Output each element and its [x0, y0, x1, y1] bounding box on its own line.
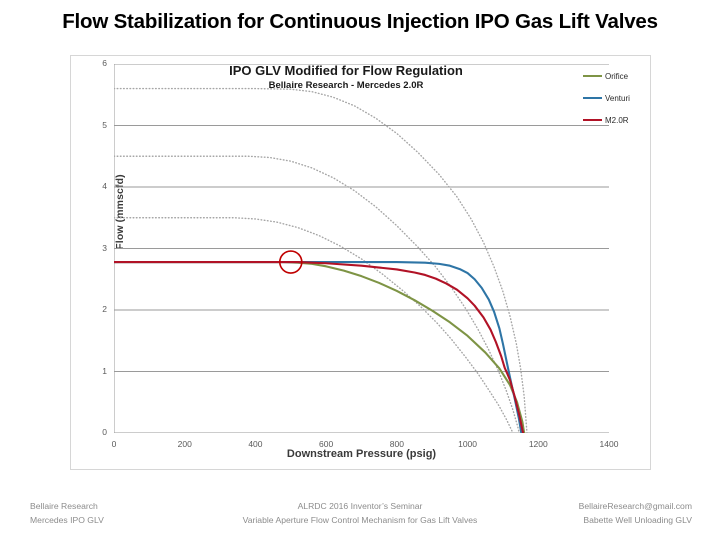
x-tick-label: 800 — [389, 439, 404, 449]
footer-right-line1: BellaireResearch@gmail.com — [578, 501, 692, 511]
footer-right: BellaireResearch@gmail.com Babette Well … — [579, 500, 692, 527]
x-tick-label: 200 — [177, 439, 192, 449]
page-title: Flow Stabilization for Continuous Inject… — [62, 10, 658, 33]
slide-footer: Bellaire Research Mercedes IPO GLV ALRDC… — [0, 498, 720, 538]
x-tick-label: 1000 — [458, 439, 478, 449]
series-line-m2-0r — [114, 260, 525, 433]
series-line-reference-high — [114, 87, 528, 433]
plot-svg — [114, 64, 609, 433]
x-tick-label: 400 — [248, 439, 263, 449]
x-tick-label: 1400 — [599, 439, 619, 449]
x-tick-label: 600 — [319, 439, 334, 449]
footer-left-line1: Bellaire Research — [30, 501, 98, 511]
chart-container: IPO GLV Modified for Flow Regulation Bel… — [70, 55, 651, 470]
footer-left: Bellaire Research Mercedes IPO GLV — [30, 500, 104, 527]
y-tick-label: 0 — [102, 427, 107, 437]
x-tick-label: 1200 — [528, 439, 548, 449]
y-tick-label: 2 — [102, 304, 107, 314]
y-tick-label: 4 — [102, 181, 107, 191]
chart-title: IPO GLV Modified for Flow Regulation — [229, 63, 463, 78]
series-line-orifice — [114, 260, 526, 433]
legend-item[interactable]: Orifice — [583, 65, 645, 87]
x-tick-label: 0 — [111, 439, 117, 449]
legend-swatch-m20r — [583, 118, 602, 122]
footer-left-line2: Mercedes IPO GLV — [30, 514, 104, 525]
legend-label-venturi: Venturi — [605, 93, 630, 103]
x-axis-label: Downstream Pressure (psig) — [286, 448, 437, 460]
footer-center-line2: Variable Aperture Flow Control Mechanism… — [242, 514, 478, 525]
footer-center: ALRDC 2016 Inventor’s Seminar Variable A… — [180, 500, 540, 527]
chart-legend: Orifice Venturi M2.0R — [583, 61, 645, 135]
legend-item[interactable]: M2.0R — [583, 109, 645, 131]
legend-swatch-venturi — [583, 96, 602, 100]
chart-subtitle: Bellaire Research - Mercedes 2.0R — [268, 80, 424, 91]
footer-center-line1: ALRDC 2016 Inventor’s Seminar — [297, 501, 423, 511]
plot-area — [114, 64, 609, 433]
legend-swatch-orifice — [583, 74, 602, 78]
series-line-reference-mid — [114, 155, 520, 433]
legend-label-orifice: Orifice — [605, 71, 629, 81]
series-line-venturi — [114, 260, 523, 433]
y-tick-label: 5 — [102, 119, 107, 130]
y-tick-label: 3 — [102, 242, 107, 253]
footer-right-line2: Babette Well Unloading GLV — [583, 514, 692, 525]
legend-item[interactable]: Venturi — [583, 87, 645, 109]
stabilization-marker — [278, 250, 303, 274]
y-tick-label: 6 — [102, 58, 107, 68]
series-line-reference-low — [114, 217, 514, 433]
y-tick-label: 1 — [102, 365, 107, 376]
legend-label-m20r: M2.0R — [605, 115, 629, 125]
